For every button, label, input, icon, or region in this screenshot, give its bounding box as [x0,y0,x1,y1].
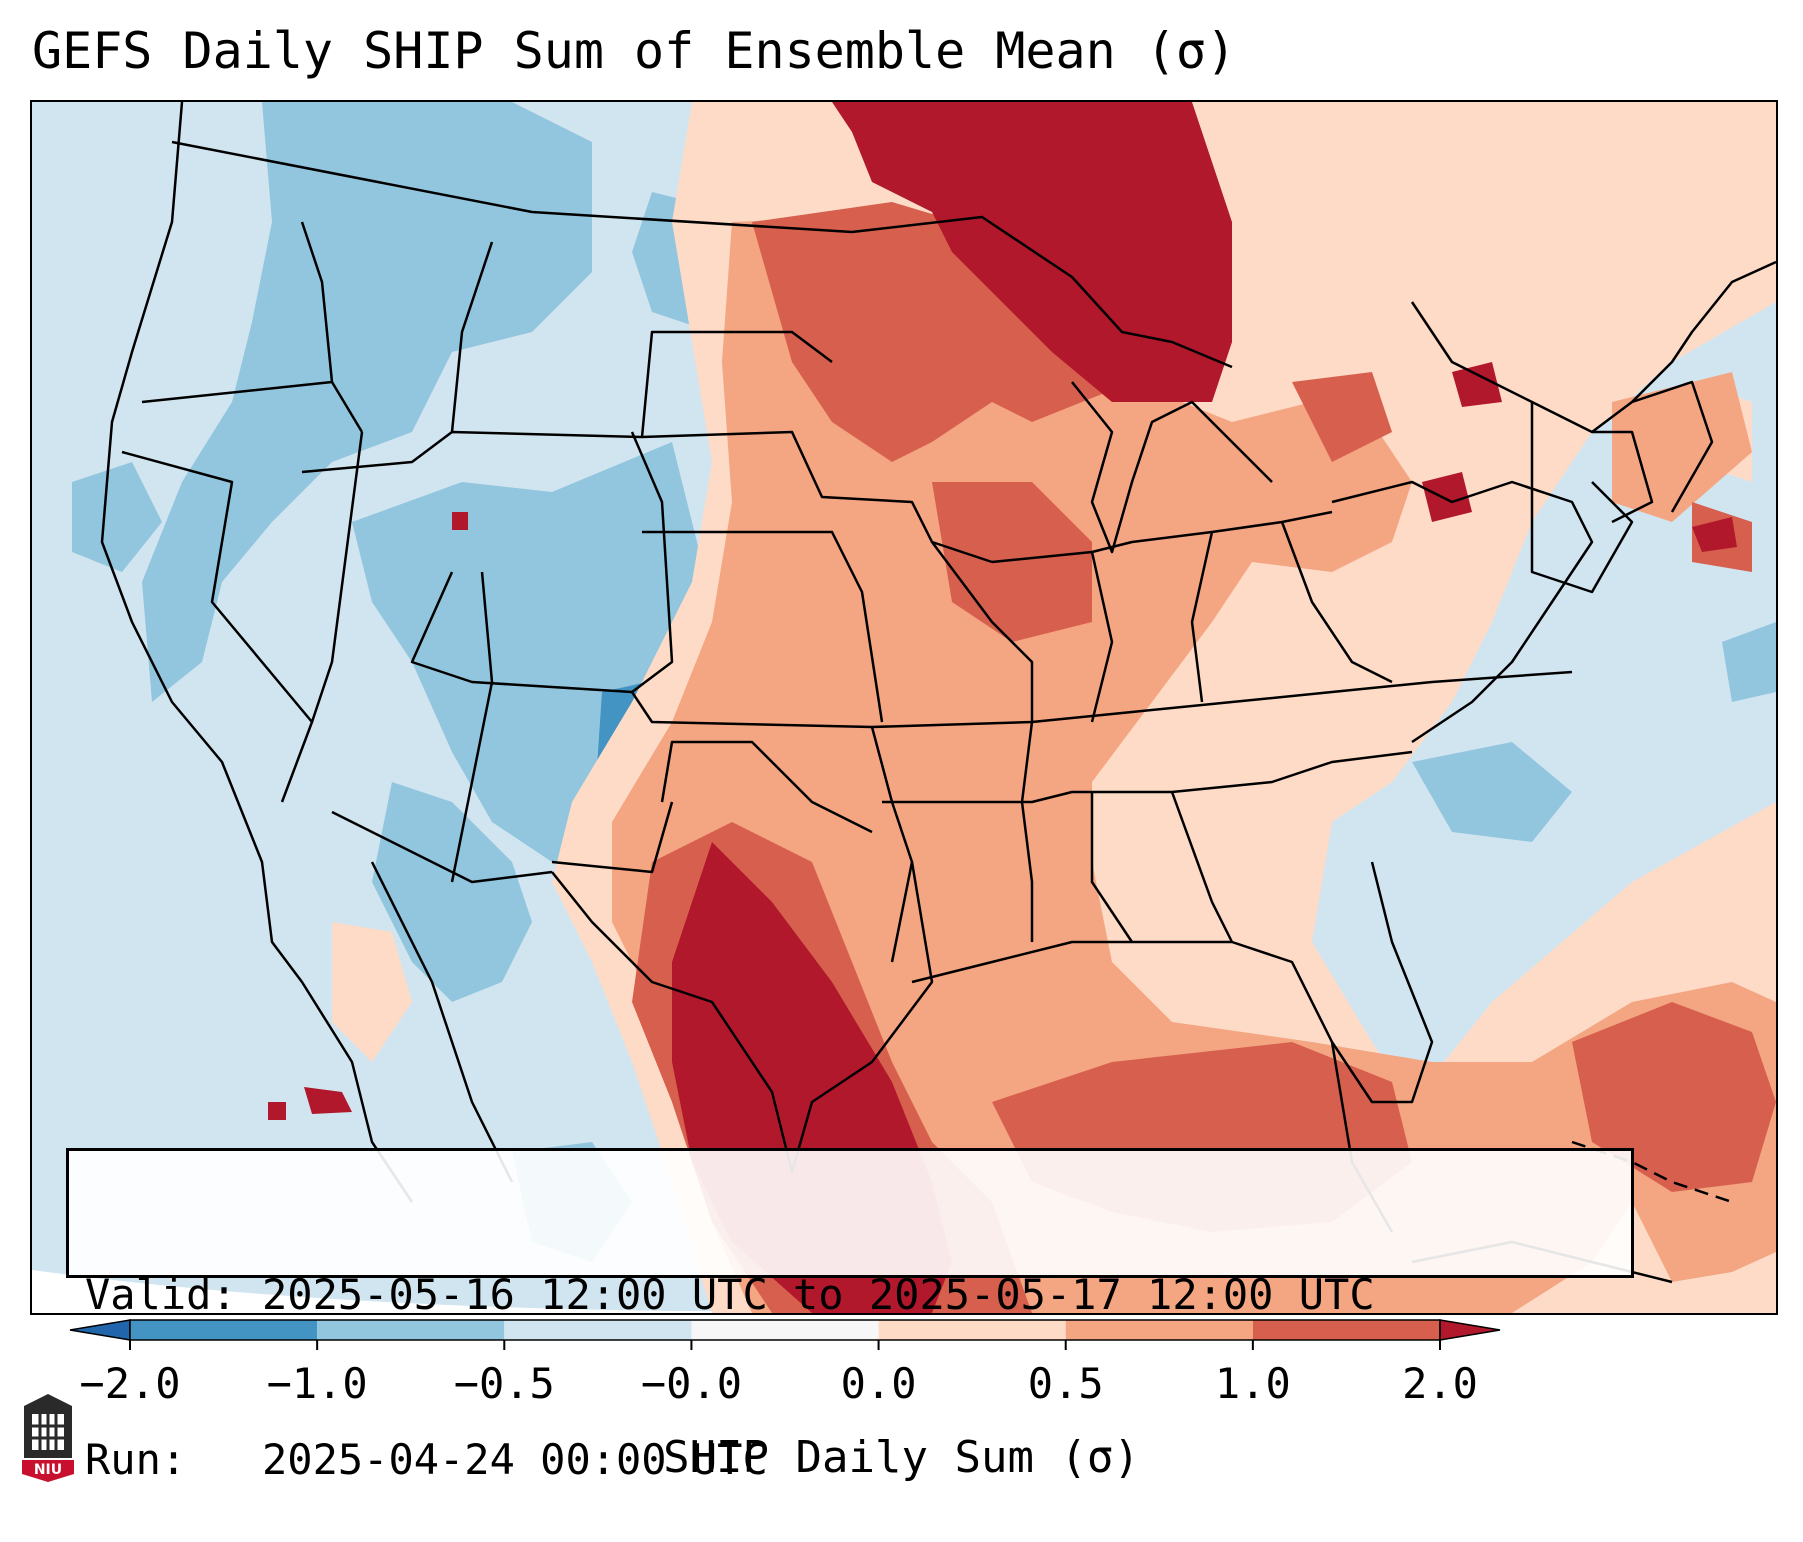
colorbar-extend-low [69,1319,131,1341]
colorbar-tick-label: −0.5 [454,1359,555,1408]
valid-value: 2025-05-16 12:00 UTC to 2025-05-17 12:00… [262,1270,1375,1319]
colorbar-label: SHIP Daily Sum (σ) [663,1432,1140,1483]
run-label: Run: [85,1435,187,1484]
colorbar-tick-label: 0.0 [841,1359,917,1408]
colorbar-bin [691,1320,879,1340]
colorbar-bin [504,1320,692,1340]
niu-building-icon: NIU [22,1394,74,1482]
colorbar-tick-label: −0.0 [641,1359,742,1408]
map-title: GEFS Daily SHIP Sum of Ensemble Mean (σ) [32,22,1237,80]
run-row: Run: 2025-04-24 00:00 UTC [85,1432,1615,1487]
colorbar-bin [1065,1320,1253,1340]
colorbar-bin [878,1320,1066,1340]
colorbar-tick-label: −1.0 [267,1359,368,1408]
valid-label: Valid: [85,1270,237,1319]
valid-run-info-box: Valid: 2025-05-16 12:00 UTC to 2025-05-1… [66,1148,1634,1484]
colorbar-tick-label: 2.0 [1402,1359,1478,1408]
colorbar-ticks: −2.0 −1.0 −0.5 −0.0 0.0 0.5 1.0 2.0 [79,1340,1478,1408]
colorbar: −2.0 −1.0 −0.5 −0.0 0.0 0.5 1.0 2.0 [69,1319,1501,1408]
colorbar-bin [1252,1320,1440,1340]
colorbar-tick-label: −2.0 [79,1359,180,1408]
run-value: 2025-04-24 00:00 UTC [262,1435,768,1484]
colorbar-tick-label: 0.5 [1028,1359,1104,1408]
colorbar-tick-label: 1.0 [1215,1359,1291,1408]
niu-logo-text: NIU [34,1462,62,1478]
ship-anomaly-map [32,102,1776,1313]
colorbar-outline [129,1319,1441,1341]
colorbar-extend-high [1439,1319,1501,1341]
map-panel [30,100,1778,1315]
colorbar-bin [317,1320,505,1340]
colorbar-bin [130,1320,318,1340]
valid-row: Valid: 2025-05-16 12:00 UTC to 2025-05-1… [85,1267,1615,1322]
colorbar-segments [69,1319,1501,1341]
